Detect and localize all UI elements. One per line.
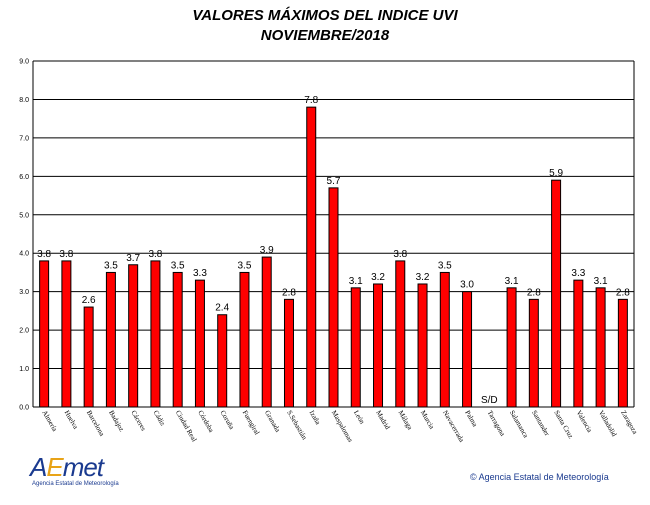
category-label: Fuengiral <box>241 409 261 436</box>
value-label: 3.0 <box>460 280 474 291</box>
value-label: 3.8 <box>148 249 162 260</box>
category-label: Almería <box>40 409 59 434</box>
category-label: Santa Cruz <box>552 409 574 440</box>
bar <box>617 298 628 408</box>
y-tick-label: 8.0 <box>19 97 29 104</box>
value-label: 3.5 <box>438 260 452 271</box>
value-label: 3.8 <box>37 249 51 260</box>
bar <box>128 264 139 408</box>
bar <box>105 271 116 408</box>
bar <box>373 283 384 408</box>
value-label: 2.4 <box>215 303 229 314</box>
category-label: Cáceres <box>129 409 147 432</box>
bar <box>506 287 517 408</box>
category-label: Cádiz <box>152 409 167 427</box>
value-label: 3.2 <box>416 272 430 283</box>
value-label: 3.1 <box>505 276 519 287</box>
chart-subtitle: NOVIEMBRE/2018 <box>260 27 390 44</box>
value-label: 3.9 <box>260 245 274 256</box>
value-label: 3.7 <box>126 253 140 264</box>
category-label: Zaragoza <box>619 409 639 436</box>
bar <box>306 106 317 408</box>
category-label: Valladolid <box>597 409 619 438</box>
value-label: 3.1 <box>594 276 608 287</box>
bar <box>328 187 339 408</box>
value-label: 5.7 <box>327 176 341 187</box>
y-tick-label: 5.0 <box>19 212 29 219</box>
aemet-logo-wordmark: AEmet <box>30 452 104 482</box>
bar <box>573 279 584 408</box>
aemet-logo-subtitle: Agencia Estatal de Meteorología <box>32 481 119 487</box>
value-label: 2.6 <box>82 295 96 306</box>
bar <box>283 298 294 408</box>
category-label: Málaga <box>397 409 415 432</box>
value-label: 2.8 <box>616 287 630 298</box>
category-label: Badajoz <box>107 409 125 433</box>
aemet-logo: AEmet Agencia Estatal de Meteorología <box>30 452 140 492</box>
y-tick-label: 7.0 <box>19 135 29 142</box>
bar <box>439 271 450 408</box>
y-tick-label: 1.0 <box>19 366 29 373</box>
bar <box>595 287 606 408</box>
value-label: 3.5 <box>171 260 185 271</box>
bar <box>150 260 161 408</box>
value-label: 3.1 <box>349 276 363 287</box>
value-label: S/D <box>481 395 498 406</box>
bar <box>39 260 50 408</box>
value-label: 7.8 <box>304 95 318 106</box>
category-label: Córdoba <box>196 409 215 435</box>
category-label: León <box>352 409 366 426</box>
bar <box>395 260 406 408</box>
bar <box>239 271 250 408</box>
chart-title: VALORES MÁXIMOS DEL INDICE UVI <box>192 7 458 24</box>
category-label: Coruña <box>218 409 236 432</box>
y-tick-label: 9.0 <box>19 59 29 66</box>
category-label: Santander <box>530 409 551 438</box>
bar <box>217 314 228 408</box>
category-label: Palma <box>463 409 479 429</box>
category-label: Ciudad Real <box>174 409 198 443</box>
bar <box>462 291 473 408</box>
bar <box>350 287 361 408</box>
y-tick-label: 0.0 <box>19 405 29 412</box>
value-label: 2.8 <box>527 287 541 298</box>
value-label: 3.3 <box>193 268 207 279</box>
value-label: 3.8 <box>393 249 407 260</box>
category-label: Maspalomas <box>330 409 355 444</box>
bar <box>83 306 94 408</box>
category-label: Murcia <box>419 409 436 431</box>
value-label: 5.9 <box>549 168 563 179</box>
category-label: S.Sebastián <box>285 409 308 442</box>
value-label: 3.5 <box>238 260 252 271</box>
category-label: Huelva <box>63 409 80 431</box>
bar <box>61 260 72 408</box>
bar <box>417 283 428 408</box>
category-label: Navacerrada <box>441 409 466 444</box>
category-label: Salamanca <box>508 409 531 440</box>
category-label: Madrid <box>374 409 391 431</box>
value-label: 3.8 <box>59 249 73 260</box>
bar <box>551 179 562 408</box>
category-label: Barcelona <box>85 409 107 438</box>
y-tick-label: 3.0 <box>19 289 29 296</box>
bar <box>194 279 205 408</box>
category-label: Tarragona <box>486 409 508 438</box>
bar <box>172 271 183 408</box>
bar <box>528 298 539 408</box>
value-label: 3.5 <box>104 260 118 271</box>
bar <box>261 256 272 408</box>
category-label: Granada <box>263 409 282 434</box>
category-label: Izaña <box>308 409 323 427</box>
value-label: 3.3 <box>571 268 585 279</box>
y-tick-label: 6.0 <box>19 174 29 181</box>
value-label: 2.8 <box>282 287 296 298</box>
y-tick-label: 4.0 <box>19 251 29 258</box>
value-label: 3.2 <box>371 272 385 283</box>
y-tick-label: 2.0 <box>19 328 29 335</box>
copyright-text: © Agencia Estatal de Meteorología <box>470 472 609 482</box>
category-label: Valencia <box>575 409 594 435</box>
